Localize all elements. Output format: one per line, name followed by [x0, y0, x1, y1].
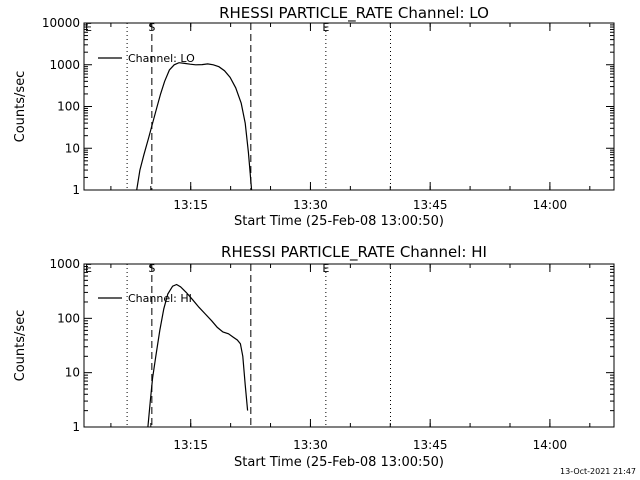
hi-y-tick-label: 10 — [65, 366, 80, 380]
lo-y-tick-label: 10000 — [42, 16, 80, 30]
hi-time-marker-label: E — [322, 262, 329, 275]
lo-time-marker-label: E — [85, 21, 92, 34]
hi-y-axis-label: Counts/sec — [13, 310, 28, 382]
lo-y-tick-label: 1 — [72, 183, 80, 197]
hi-plot-frame — [83, 263, 615, 428]
hi-y-tick-label: 1 — [72, 420, 80, 434]
hi-series-line — [147, 283, 249, 428]
hi-x-tick-label: 14:00 — [533, 438, 568, 452]
lo-series-line — [136, 62, 253, 191]
hi-y-tick-label: 1000 — [49, 257, 80, 271]
hi-x-tick-label: 13:30 — [293, 438, 328, 452]
lo-x-tick-label: 14:00 — [533, 198, 568, 212]
lo-time-marker-label: E — [322, 21, 329, 34]
lo-channel-panel: RHESSI PARTICLE_RATE Channel: LO 1 10 100 10… — [13, 4, 615, 229]
hi-x-axis-label: Start Time (25-Feb-08 13:00:50) — [234, 455, 444, 470]
hi-time-marker-label: E — [85, 262, 92, 275]
lo-y-tick-label: 1000 — [49, 58, 80, 72]
lo-y-tick-label: 10 — [65, 141, 80, 155]
lo-x-tick-label: 13:30 — [293, 198, 328, 212]
lo-x-axis-label: Start Time (25-Feb-08 13:00:50) — [234, 214, 444, 229]
lo-legend-label: Channel: LO — [128, 52, 195, 65]
lo-y-tick-label: 100 — [57, 100, 80, 114]
lo-y-axis-label: Counts/sec — [13, 71, 28, 143]
hi-legend-label: Channel: HI — [128, 292, 192, 305]
hi-x-tick-label: 13:45 — [413, 438, 448, 452]
hi-x-tick-label: 13:15 — [173, 438, 208, 452]
lo-x-tick-label: 13:15 — [173, 198, 208, 212]
hi-channel-panel: RHESSI PARTICLE_RATE Channel: HI 1 10 100 10… — [13, 243, 615, 470]
hi-y-tick-label: 100 — [57, 311, 80, 325]
lo-chart-title: RHESSI PARTICLE_RATE Channel: LO — [219, 4, 489, 23]
hi-time-marker-label: S — [148, 262, 155, 275]
hi-chart-title: RHESSI PARTICLE_RATE Channel: HI — [221, 243, 487, 262]
lo-x-tick-label: 13:45 — [413, 198, 448, 212]
lo-time-marker-label: S — [148, 21, 155, 34]
timestamp-label: 13-Oct-2021 21:47 — [560, 467, 636, 476]
